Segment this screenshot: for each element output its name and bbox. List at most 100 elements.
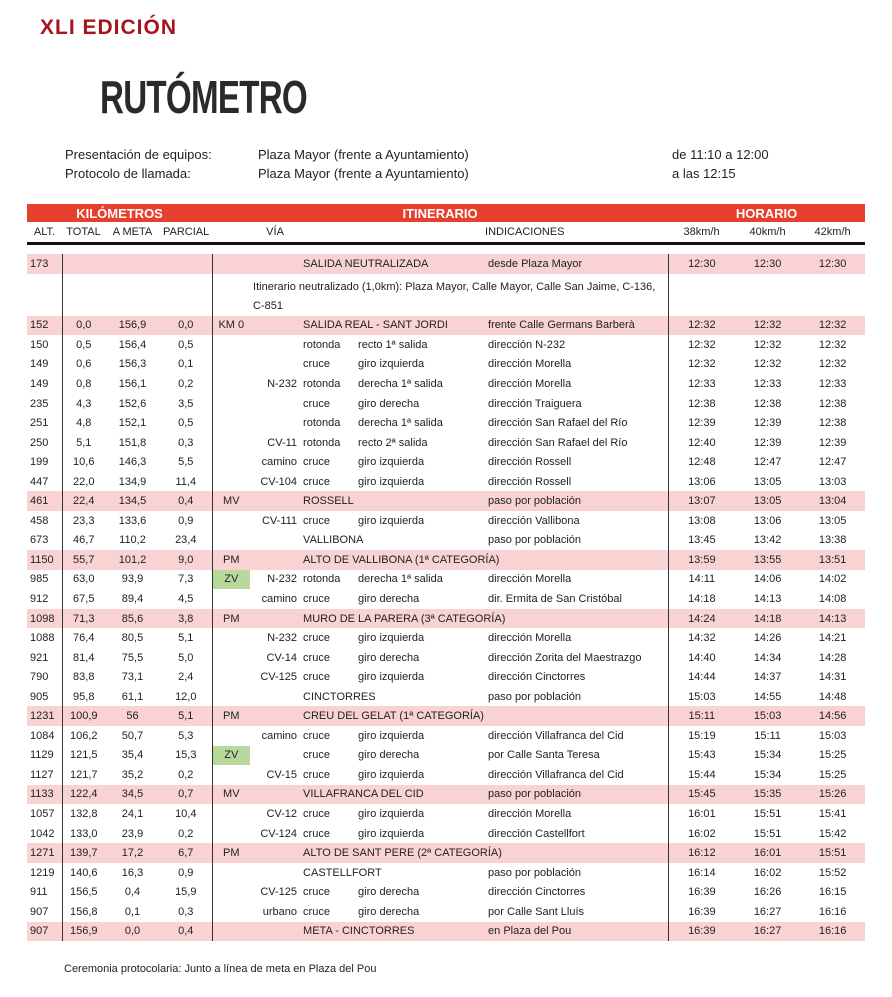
total-cell [61,273,105,316]
alt-cell: 905 [30,690,49,703]
time-42-cell: 12:38 [818,417,847,430]
parcial-cell: 5,1 [178,632,194,645]
total-cell: 140,6 [61,862,105,883]
time-38-cell: 12:32 [667,354,736,375]
code-cell: MV [211,491,251,512]
ameta-cell: 34,5 [105,784,160,805]
indicacion-cell [485,843,669,863]
maniobra-cell: giro derecha [358,749,420,762]
table-row: 1150 55,7 101,2 9,0 PM ALTO DE VALLIBONA (1ª … [27,550,866,570]
header-40: 40km/h [735,222,801,245]
via-cell: CV-11 [267,436,298,449]
table-row: 1084 106,2 50,7 5,3 camino cruce giro izquierd… [27,726,865,746]
ameta-cell: 156,9 [105,315,160,336]
time-38-cell: 16:39 [667,882,736,902]
total-cell: 46,7 [61,530,105,551]
table-row: 251 4,8 152,1 0,5 rotonda derecha 1ª salida di… [27,413,865,433]
time-40-cell: 12:39 [753,436,782,449]
time-42-cell: 15:25 [818,749,847,762]
time-38-cell: 13:08 [667,511,736,531]
place-cell: VALLIBONA [303,534,364,547]
tipo-cell: cruce [303,827,330,840]
alt-cell: 912 [30,592,49,605]
alt-cell: 1219 [30,866,55,879]
ameta-cell: 16,3 [121,866,144,879]
time-38-cell: 16:39 [667,921,736,942]
code-cell [211,452,251,472]
tipo-cell: cruce [303,514,330,527]
maniobra-cell: giro izquierda [358,632,425,645]
table-row: 912 67,5 89,4 4,5 camino cruce giro derecha dir… [27,589,865,609]
maniobra-cell: giro derecha [358,592,420,605]
time-42-cell: 15:42 [818,827,847,840]
maniobra-cell: giro izquierda [358,514,425,527]
time-38-cell: 16:02 [667,823,736,844]
ameta-cell [105,254,160,274]
total-cell: 122,4 [61,784,105,805]
via-cell: CV-125 [260,671,298,684]
ameta-cell: 80,5 [121,632,144,645]
table-row: 1098 71,3 85,6 3,8 PM MURO DE LA PARERA (3ª C… [27,608,866,629]
time-42-cell: 13:05 [818,514,847,527]
tipo-cell: cruce [303,729,330,742]
indicacion-cell: dirección Morella [488,807,572,820]
via-cell [250,315,301,336]
table-row: 235 4,3 152,6 3,5 cruce giro derecha dirección… [27,393,865,414]
code-cell [211,393,251,414]
maniobra-cell: giro derecha [358,905,420,918]
group-horario: HORARIO [668,204,866,222]
ameta-cell: 24,1 [121,807,144,820]
via-cell: camino [261,729,298,742]
via-cell [250,706,301,727]
info-place-1: Plaza Mayor (frente a Ayuntamiento) [258,166,469,181]
via-cell [250,355,300,375]
indicacion-cell [485,550,669,570]
time-40-cell: 13:05 [753,475,782,488]
parcial-cell: 0,7 [160,784,213,805]
time-38-cell: 12:32 [667,335,736,355]
indicacion-cell: paso por población [488,690,582,703]
tipo-cell: cruce [303,749,330,762]
total-cell: 132,8 [61,804,105,824]
ameta-cell: 56 [105,706,160,727]
ameta-cell: 89,4 [121,592,144,605]
time-38-cell: 13:06 [667,471,736,492]
ameta-cell: 0,0 [105,921,160,942]
group-itinerario: ITINERARIO [212,204,669,222]
time-40-cell: 12:33 [753,377,782,390]
code-cell [211,374,251,394]
table-row: 1127 121,7 35,2 0,2 CV-15 cruce giro izquierda… [27,765,865,785]
time-42-cell: 15:51 [800,843,866,863]
code-cell [211,471,251,492]
indicacion-cell: dirección Villafranca del Cid [488,729,624,742]
maniobra-cell: recto 2ª salida [358,436,428,449]
via-cell [250,394,300,414]
ameta-cell: 133,6 [118,514,147,527]
time-38-cell: 12:38 [667,393,736,414]
parcial-cell: 6,7 [160,843,213,863]
time-42-cell: 12:32 [800,315,866,336]
parcial-cell: 0,2 [178,377,194,390]
maniobra-cell: giro izquierda [358,827,425,840]
code-cell [211,765,251,785]
time-42-cell: 14:48 [818,690,847,703]
table-row: 790 83,8 73,1 2,4 CV-125 cruce giro izquierda d… [27,667,865,687]
indicacion-cell: por Calle Sant Lluís [488,905,585,918]
total-cell: 139,7 [61,843,105,863]
maniobra-cell: giro izquierda [358,807,425,820]
parcial-cell: 0,0 [160,315,213,336]
time-40-cell: 14:37 [753,671,782,684]
parcial-cell: 3,8 [160,608,213,629]
code-cell: ZV [211,569,251,590]
code-cell: PM [211,843,251,863]
parcial-cell: 12,0 [175,690,197,703]
time-42-cell: 16:16 [818,905,847,918]
tipo-cell: cruce [303,475,330,488]
table-row: 199 10,6 146,3 5,5 camino cruce giro izquierda… [27,452,865,472]
alt-cell: 149 [30,377,49,390]
code-cell [211,726,251,746]
time-42-cell: 13:04 [800,491,866,512]
via-cell [250,413,300,433]
time-38-cell: 16:12 [667,843,736,863]
code-cell [211,882,251,902]
